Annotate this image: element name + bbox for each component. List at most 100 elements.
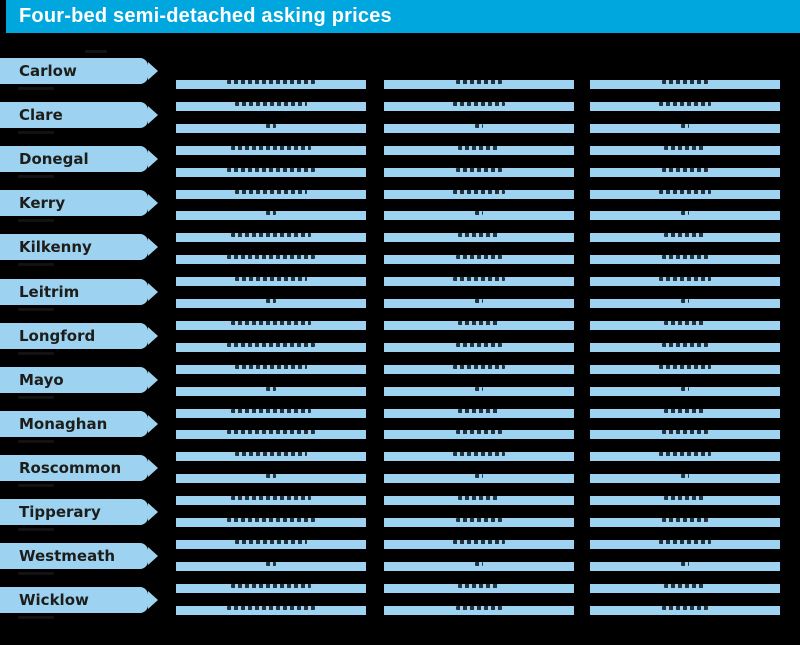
obscured-value-smudge <box>453 190 505 194</box>
obscured-value-smudge <box>475 299 483 303</box>
obscured-value-smudge <box>458 496 500 500</box>
value-bar <box>384 430 574 439</box>
county-label: Carlow <box>19 62 77 80</box>
value-bar <box>590 80 780 89</box>
obscured-value-smudge <box>453 452 505 456</box>
obscured-value-smudge <box>227 606 315 610</box>
value-bar <box>590 430 780 439</box>
county-label: Longford <box>19 327 96 345</box>
obscured-value-smudge <box>266 474 276 478</box>
value-bar <box>384 584 574 593</box>
obscured-text-trace <box>18 440 54 443</box>
county-label-pill: Donegal <box>0 146 158 172</box>
value-bar <box>176 540 366 549</box>
value-bar <box>384 102 574 111</box>
county-label: Kilkenny <box>19 238 92 256</box>
obscured-text-trace <box>18 131 54 134</box>
obscured-value-smudge <box>235 540 307 544</box>
county-label-pill: Mayo <box>0 367 158 393</box>
obscured-value-smudge <box>664 233 706 237</box>
county-label: Clare <box>19 106 63 124</box>
obscured-value-smudge <box>231 146 311 150</box>
obscured-text-trace <box>18 528 54 531</box>
title-bar: Four-bed semi-detached asking prices <box>6 0 800 33</box>
obscured-value-smudge <box>231 409 311 413</box>
obscured-value-smudge <box>235 277 307 281</box>
value-bar <box>384 255 574 264</box>
obscured-value-smudge <box>681 299 689 303</box>
value-bar <box>176 584 366 593</box>
obscured-value-smudge <box>235 452 307 456</box>
value-bar <box>384 387 574 396</box>
value-bar <box>384 452 574 461</box>
obscured-value-smudge <box>458 321 500 325</box>
obscured-value-smudge <box>266 124 276 128</box>
obscured-value-smudge <box>227 168 315 172</box>
value-bar <box>176 190 366 199</box>
obscured-value-smudge <box>235 190 307 194</box>
value-bar <box>176 233 366 242</box>
value-bar <box>176 606 366 615</box>
obscured-text-trace <box>18 87 54 90</box>
county-label: Donegal <box>19 150 89 168</box>
obscured-value-smudge <box>475 211 483 215</box>
obscured-text-trace <box>18 175 54 178</box>
value-bar <box>176 474 366 483</box>
obscured-text-trace <box>18 263 54 266</box>
county-label-pill: Wicklow <box>0 587 158 613</box>
county-label: Mayo <box>19 371 64 389</box>
obscured-value-smudge <box>453 277 505 281</box>
obscured-value-smudge <box>681 474 689 478</box>
obscured-value-smudge <box>235 365 307 369</box>
obscured-value-smudge <box>456 343 502 347</box>
value-bar <box>590 387 780 396</box>
obscured-text-trace <box>18 396 54 399</box>
value-bar <box>590 277 780 286</box>
obscured-value-smudge <box>664 409 706 413</box>
county-label-pill: Kerry <box>0 190 158 216</box>
obscured-value-smudge <box>456 80 502 84</box>
value-bar <box>176 321 366 330</box>
county-label-pill: Leitrim <box>0 279 158 305</box>
obscured-value-smudge <box>456 430 502 434</box>
obscured-value-smudge <box>231 321 311 325</box>
value-bar <box>590 124 780 133</box>
obscured-value-smudge <box>458 233 500 237</box>
obscured-text-trace <box>18 352 54 355</box>
value-bar <box>176 255 366 264</box>
obscured-value-smudge <box>227 80 315 84</box>
county-label-pill: Clare <box>0 102 158 128</box>
obscured-value-smudge <box>266 387 276 391</box>
value-bar <box>384 540 574 549</box>
obscured-value-smudge <box>475 474 483 478</box>
obscured-text-trace <box>18 308 54 311</box>
value-bar <box>384 321 574 330</box>
value-bar <box>590 102 780 111</box>
obscured-value-smudge <box>662 430 708 434</box>
obscured-value-smudge <box>659 277 711 281</box>
obscured-text-trace <box>18 484 54 487</box>
obscured-value-smudge <box>659 102 711 106</box>
county-label: Westmeath <box>19 547 116 565</box>
value-bar <box>590 299 780 308</box>
value-bar <box>176 562 366 571</box>
county-label: Tipperary <box>19 503 101 521</box>
value-bar <box>590 562 780 571</box>
obscured-value-smudge <box>681 387 689 391</box>
value-bar <box>176 80 366 89</box>
value-bar <box>590 409 780 418</box>
obscured-value-smudge <box>231 496 311 500</box>
obscured-value-smudge <box>227 518 315 522</box>
value-bar <box>590 343 780 352</box>
value-bar <box>384 277 574 286</box>
value-bar <box>176 211 366 220</box>
obscured-value-smudge <box>266 211 276 215</box>
value-bar <box>590 584 780 593</box>
obscured-value-smudge <box>681 562 689 566</box>
obscured-text-trace <box>18 572 54 575</box>
value-bar <box>384 474 574 483</box>
value-bar <box>384 233 574 242</box>
value-bar <box>590 255 780 264</box>
county-label: Roscommon <box>19 459 122 477</box>
county-label: Kerry <box>19 194 66 212</box>
